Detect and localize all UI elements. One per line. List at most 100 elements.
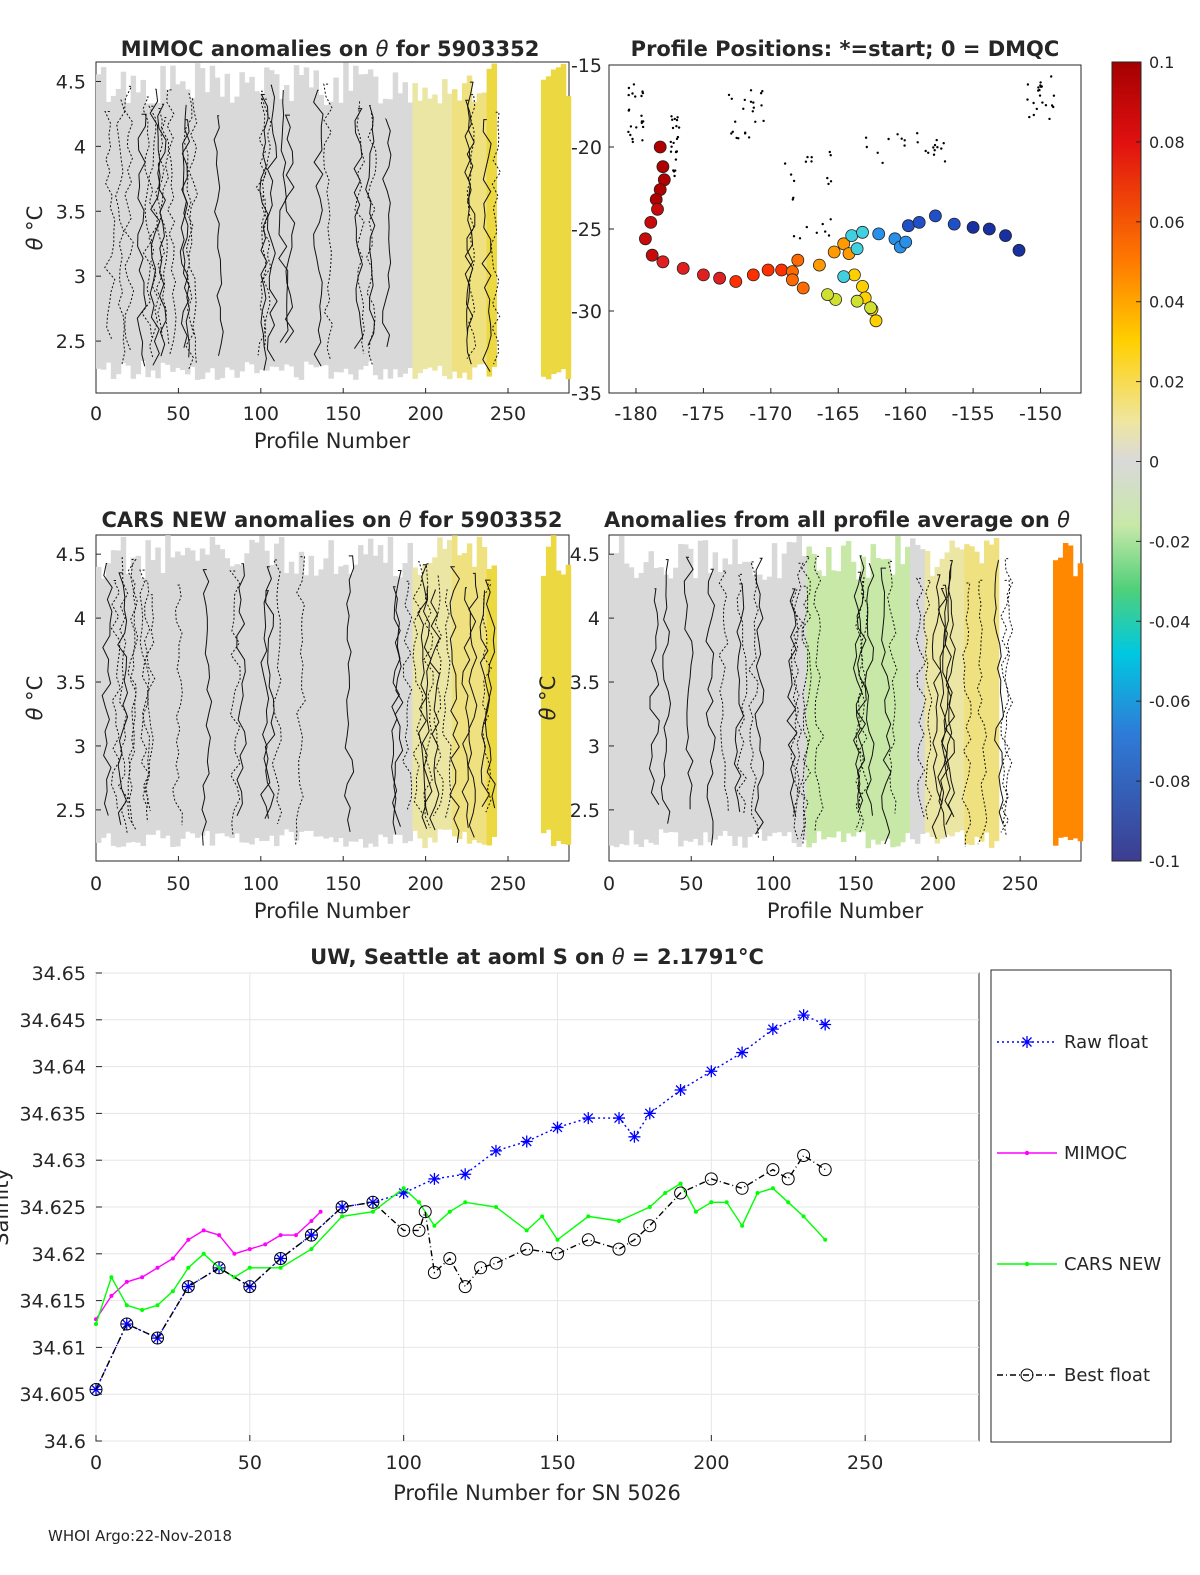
historical-position-dot — [943, 160, 947, 163]
colorbar-tick-label: -0.02 — [1149, 532, 1190, 551]
anomaly-cell — [229, 566, 235, 839]
anomaly-cell — [461, 83, 468, 373]
anomaly-cell — [786, 541, 793, 833]
profile-position-marker — [676, 261, 690, 275]
contour-line — [136, 113, 147, 367]
historical-position-dot — [762, 119, 765, 123]
anomaly-cell — [545, 76, 552, 380]
x-tick-label: 50 — [238, 1452, 262, 1474]
data-point — [524, 1228, 529, 1233]
anomaly-cell — [249, 539, 255, 845]
contour-line — [141, 96, 153, 338]
anomaly-cell — [155, 102, 161, 379]
anomaly-cell — [437, 537, 443, 830]
anomaly-cell — [264, 550, 270, 841]
anomaly-cell — [323, 558, 329, 839]
anomaly-cell — [717, 571, 723, 836]
anomaly-cell — [910, 538, 916, 840]
y-tick-label: 2.5 — [56, 800, 86, 822]
anomaly-cell — [372, 76, 379, 376]
anomaly-cell — [303, 67, 310, 362]
profile-position-marker — [644, 215, 658, 229]
profile-position-marker — [982, 222, 996, 236]
historical-position-dot — [935, 138, 938, 142]
legend-label: Best float — [1064, 1365, 1150, 1386]
anomaly-cell — [565, 96, 572, 380]
y-tick-label: 4 — [588, 608, 600, 630]
anomaly-cell — [407, 542, 413, 842]
contour-line — [127, 564, 139, 830]
y-tick-label: 34.64 — [32, 1057, 86, 1079]
legend-label: Raw float — [1064, 1032, 1148, 1053]
profile-position-marker — [813, 258, 826, 272]
anomaly-cell — [633, 577, 640, 845]
data-point — [201, 1228, 206, 1233]
historical-position-dot — [674, 158, 678, 161]
anomaly-cell — [623, 563, 630, 846]
allprof-contours — [648, 555, 1014, 848]
anomaly-cell — [130, 557, 137, 842]
data-point — [278, 1265, 283, 1270]
anomaly-cell — [432, 94, 438, 371]
contour-line — [813, 555, 825, 833]
anomaly-cell — [692, 578, 699, 839]
data-point — [628, 1130, 641, 1143]
data-point — [551, 1121, 564, 1134]
contour-line — [490, 111, 502, 365]
contour-line — [429, 589, 441, 831]
data-point — [120, 1317, 134, 1331]
historical-position-dot — [1032, 113, 1036, 117]
x-tick-label: 250 — [490, 873, 526, 895]
historical-position-dot — [916, 141, 919, 144]
historical-position-dot — [1038, 88, 1041, 92]
data-point — [740, 1223, 745, 1228]
historical-position-dot — [826, 176, 829, 180]
contour-line — [801, 556, 812, 845]
anomaly-cell — [358, 545, 364, 840]
anomaly-cell — [422, 564, 428, 848]
mimoc-x-ticks: 0 50 100 150 200 250 — [90, 388, 526, 425]
contour-line — [1002, 558, 1014, 835]
legend-marker — [1024, 1261, 1030, 1267]
anomaly-cell — [269, 565, 275, 836]
anomaly-cell — [412, 83, 418, 379]
contour-line — [148, 105, 159, 359]
data-point — [581, 1233, 595, 1247]
contour-line — [944, 560, 956, 825]
x-tick-label: 100 — [386, 1452, 422, 1474]
historical-position-dot — [865, 145, 868, 149]
historical-position-dot — [749, 89, 753, 92]
x-tick-label: 250 — [490, 403, 526, 425]
contour-line — [736, 573, 748, 815]
contour-line — [798, 585, 809, 839]
contour-line — [101, 563, 113, 816]
historical-position-dot — [759, 92, 763, 95]
historical-position-dot — [783, 162, 787, 165]
historical-position-dot — [1039, 85, 1043, 88]
x-tick-label: 0 — [90, 403, 102, 425]
x-tick-label: 100 — [243, 403, 279, 425]
anomaly-cell — [988, 544, 995, 848]
historical-position-dot — [672, 170, 676, 173]
historical-position-dot — [629, 133, 632, 137]
anomaly-cell — [732, 539, 738, 846]
anomaly-cell — [806, 546, 812, 848]
historical-position-dot — [634, 95, 637, 98]
data-point — [540, 1214, 545, 1219]
historical-position-dot — [669, 150, 673, 153]
historical-position-dot — [827, 234, 831, 237]
y-tick-label: -30 — [571, 301, 602, 323]
anomaly-cell — [189, 550, 196, 834]
anomaly-cell — [541, 79, 547, 377]
legend-item-cars-new: CARS NEW — [997, 1254, 1161, 1275]
contour-line — [864, 563, 875, 816]
anomaly-cell — [367, 538, 374, 844]
contour-line — [412, 561, 424, 814]
anomaly-cell — [402, 82, 408, 374]
contour-line — [392, 570, 404, 835]
historical-position-dot — [752, 101, 755, 104]
anomaly-cell — [697, 540, 704, 846]
historical-position-dot — [734, 120, 737, 123]
profile-position-marker — [869, 314, 883, 328]
anomaly-cell — [150, 103, 156, 371]
